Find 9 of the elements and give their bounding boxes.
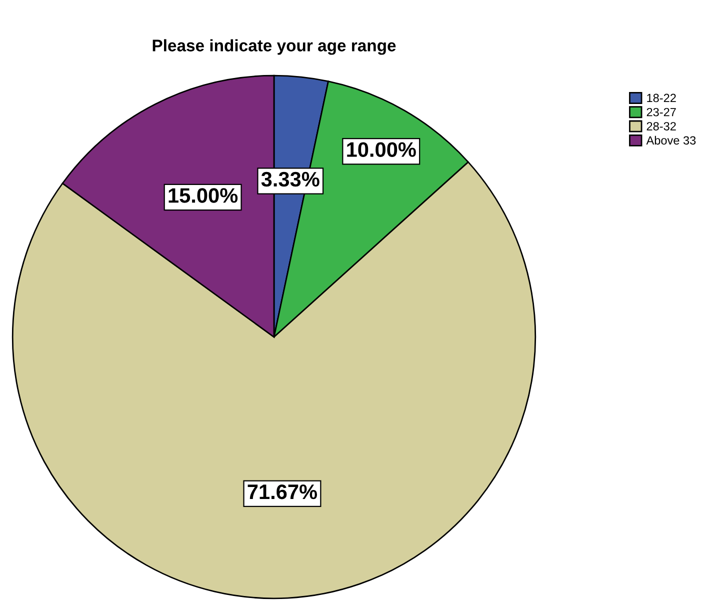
legend-label: 28-32 [646,122,676,130]
data-label: 3.33% [261,172,320,187]
legend-label: 18-22 [647,94,676,102]
data-label: 15.00% [168,188,238,203]
legend-label: Above 33 [646,136,696,145]
data-label: 71.67% [248,484,318,500]
chart-title: Please indicate your age range [152,39,396,55]
data-label: 10.00% [347,142,416,157]
legend-label: 23-27 [646,108,676,116]
